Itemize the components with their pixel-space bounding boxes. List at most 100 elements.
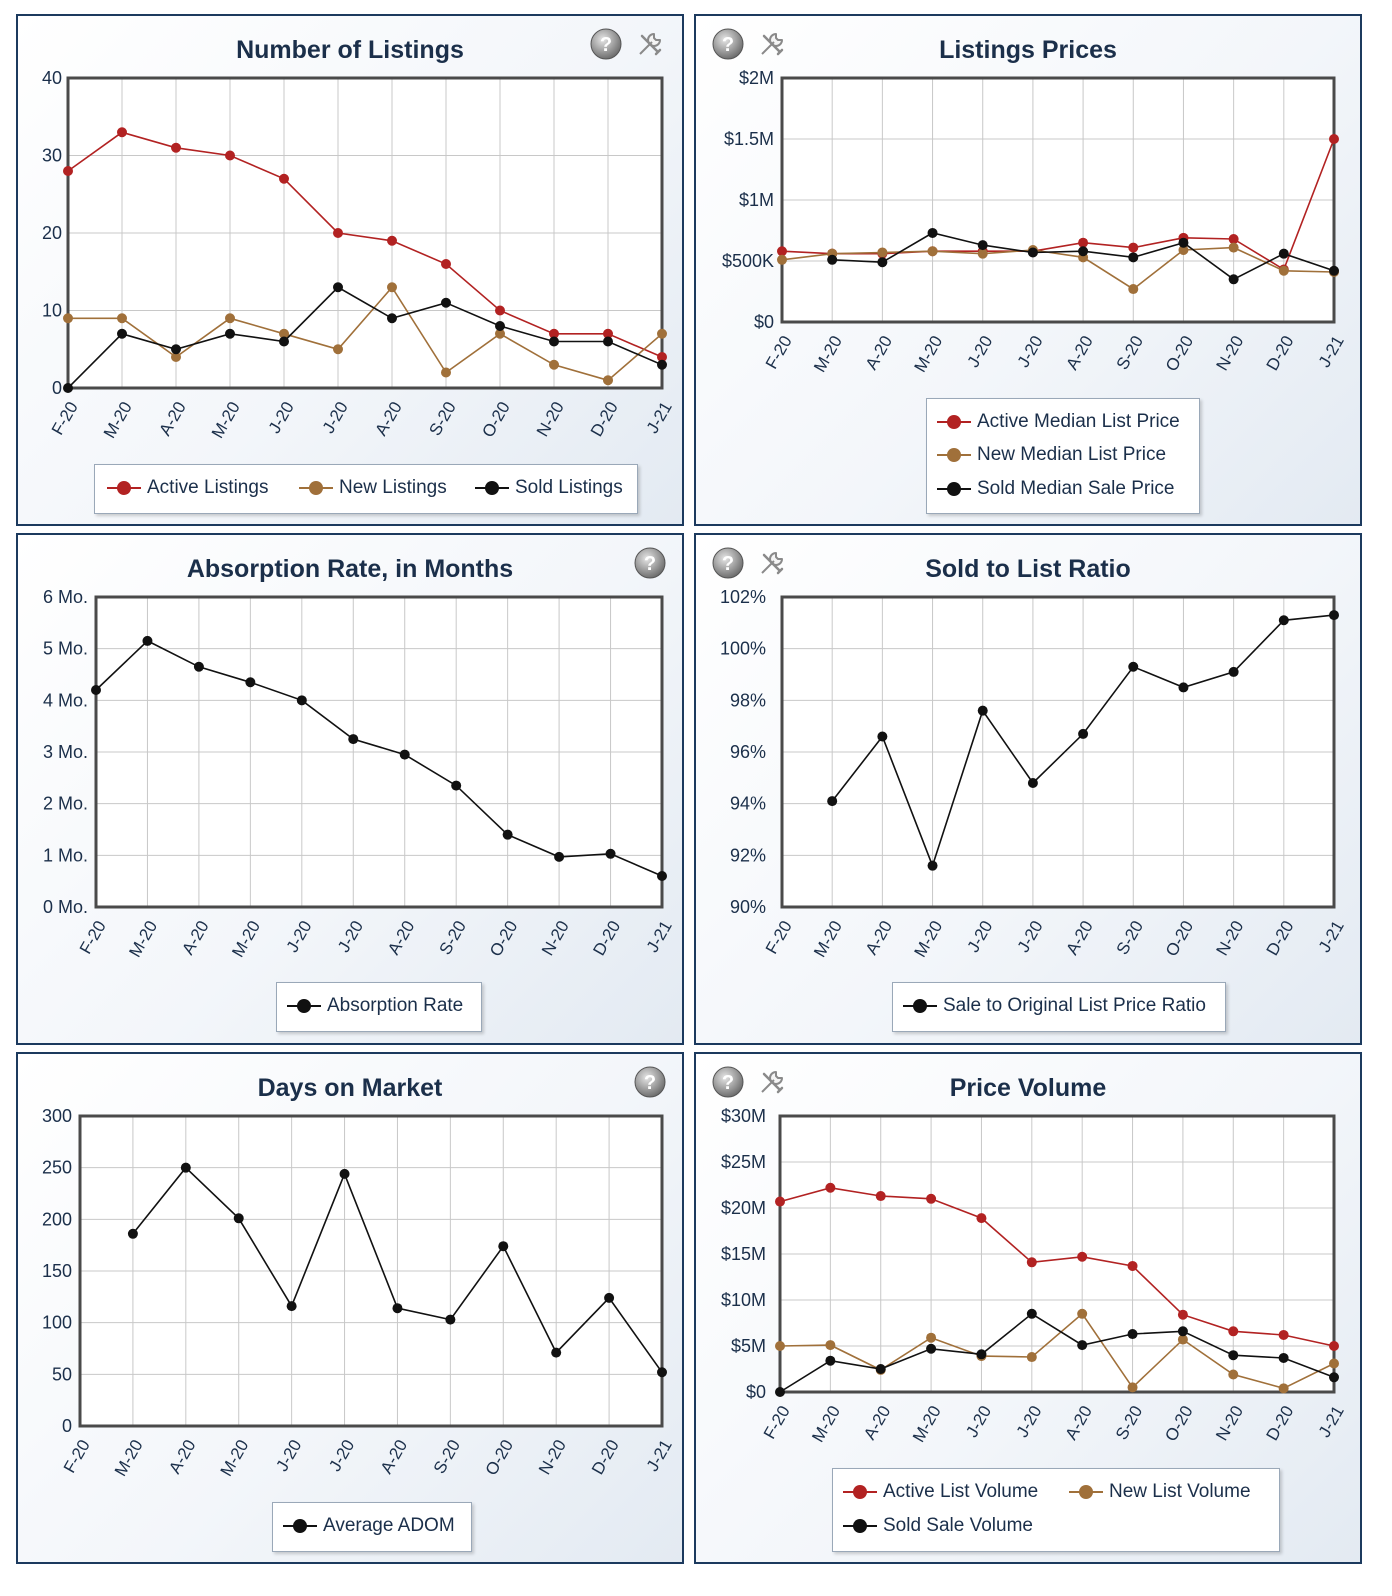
data-point[interactable] (775, 1196, 785, 1207)
data-point[interactable] (1127, 1382, 1138, 1393)
data-point[interactable] (657, 871, 667, 881)
data-point[interactable] (1177, 1309, 1188, 1320)
data-point[interactable] (91, 685, 101, 695)
data-point[interactable] (495, 328, 505, 339)
data-point[interactable] (225, 313, 235, 324)
data-point[interactable] (1078, 237, 1089, 248)
legend-item-active-list-volume[interactable]: Active List Volume (843, 1481, 1038, 1503)
data-point[interactable] (1228, 242, 1239, 253)
tools-icon[interactable] (634, 28, 666, 60)
data-point[interactable] (927, 246, 938, 257)
data-point[interactable] (777, 254, 787, 265)
data-point[interactable] (1128, 252, 1139, 263)
data-point[interactable] (977, 248, 988, 259)
data-point[interactable] (279, 173, 289, 184)
tools-icon[interactable] (756, 547, 788, 579)
data-point[interactable] (225, 150, 235, 161)
data-point[interactable] (875, 1191, 886, 1202)
data-point[interactable] (1178, 237, 1189, 248)
data-point[interactable] (605, 848, 616, 859)
legend-item-active-listings[interactable]: Active Listings (107, 477, 268, 499)
data-point[interactable] (1329, 1341, 1339, 1351)
data-point[interactable] (554, 851, 565, 862)
data-point[interactable] (777, 246, 787, 257)
data-point[interactable] (927, 227, 938, 238)
data-point[interactable] (1178, 682, 1189, 693)
data-point[interactable] (875, 1364, 886, 1374)
data-point[interactable] (1228, 234, 1239, 245)
data-point[interactable] (279, 336, 289, 347)
legend-item-sale-to-original-list-price-ratio[interactable]: Sale to Original List Price Ratio (903, 995, 1206, 1017)
data-point[interactable] (877, 257, 888, 268)
data-point[interactable] (657, 352, 667, 362)
data-point[interactable] (926, 1193, 937, 1204)
data-point[interactable] (1128, 284, 1139, 295)
tools-icon[interactable] (756, 1066, 788, 1098)
data-point[interactable] (233, 1213, 244, 1224)
data-point[interactable] (495, 321, 505, 331)
data-point[interactable] (1228, 1350, 1239, 1361)
data-point[interactable] (1078, 728, 1089, 739)
data-point[interactable] (877, 247, 888, 258)
data-point[interactable] (603, 336, 613, 347)
data-point[interactable] (1228, 274, 1239, 285)
data-point[interactable] (1127, 1260, 1138, 1271)
data-point[interactable] (657, 359, 667, 370)
data-point[interactable] (1329, 265, 1339, 276)
data-point[interactable] (1077, 1251, 1088, 1262)
data-point[interactable] (877, 731, 888, 742)
data-point[interactable] (1026, 1308, 1037, 1319)
data-point[interactable] (1228, 1369, 1239, 1380)
help-icon[interactable]: ? (634, 1066, 666, 1098)
data-point[interactable] (1278, 1329, 1289, 1340)
data-point[interactable] (1228, 1326, 1239, 1337)
help-icon[interactable]: ? (590, 28, 622, 60)
data-point[interactable] (171, 142, 181, 153)
data-point[interactable] (180, 1162, 191, 1173)
data-point[interactable] (245, 677, 256, 688)
data-point[interactable] (392, 1303, 403, 1314)
data-point[interactable] (976, 1349, 987, 1360)
data-point[interactable] (63, 166, 73, 176)
legend-item-new-median-list-price[interactable]: New Median List Price (937, 444, 1166, 466)
data-point[interactable] (171, 352, 181, 362)
data-point[interactable] (387, 313, 397, 324)
data-point[interactable] (495, 305, 505, 316)
data-point[interactable] (1026, 1352, 1037, 1363)
data-point[interactable] (387, 235, 397, 246)
data-point[interactable] (451, 780, 462, 791)
legend-item-new-list-volume[interactable]: New List Volume (1069, 1481, 1251, 1503)
data-point[interactable] (387, 282, 397, 293)
data-point[interactable] (825, 1182, 836, 1193)
data-point[interactable] (1177, 1326, 1188, 1337)
data-point[interactable] (926, 1343, 937, 1354)
legend-item-sold-listings[interactable]: Sold Listings (475, 477, 623, 499)
data-point[interactable] (441, 367, 451, 378)
data-point[interactable] (225, 328, 235, 339)
data-point[interactable] (1077, 1308, 1088, 1319)
data-point[interactable] (279, 328, 289, 339)
data-point[interactable] (657, 1367, 667, 1378)
data-point[interactable] (1329, 610, 1339, 621)
data-point[interactable] (657, 328, 667, 339)
data-point[interactable] (171, 344, 181, 355)
data-point[interactable] (977, 705, 988, 716)
data-point[interactable] (927, 860, 938, 871)
data-point[interactable] (1278, 248, 1289, 259)
data-point[interactable] (551, 1347, 562, 1358)
tools-icon[interactable] (756, 28, 788, 60)
data-point[interactable] (117, 328, 127, 339)
legend-item-sold-median-sale-price[interactable]: Sold Median Sale Price (937, 478, 1175, 500)
data-point[interactable] (1027, 778, 1038, 788)
data-point[interactable] (976, 1213, 987, 1224)
data-point[interactable] (1178, 245, 1189, 256)
legend-item-absorption-rate[interactable]: Absorption Rate (287, 995, 463, 1017)
data-point[interactable] (445, 1314, 456, 1325)
data-point[interactable] (549, 328, 559, 339)
help-icon[interactable]: ? (712, 28, 744, 60)
data-point[interactable] (827, 254, 838, 265)
data-point[interactable] (775, 1387, 785, 1397)
data-point[interactable] (502, 829, 513, 840)
data-point[interactable] (825, 1340, 836, 1351)
data-point[interactable] (1278, 1352, 1289, 1363)
